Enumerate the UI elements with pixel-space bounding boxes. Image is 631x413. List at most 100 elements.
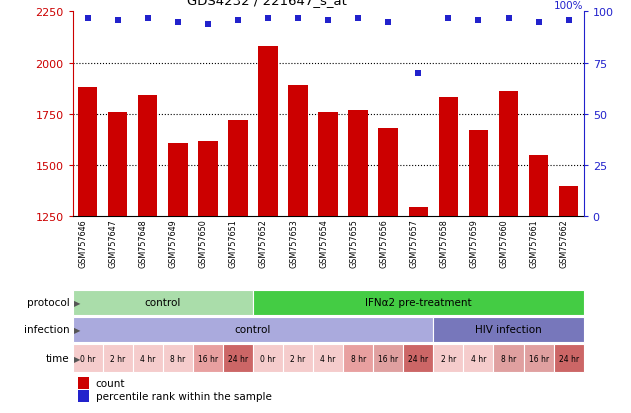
Bar	[529, 156, 548, 413]
Bar	[258, 47, 278, 413]
Point	[173, 19, 183, 26]
Text: 0 hr: 0 hr	[80, 354, 95, 363]
Text: GSM757649: GSM757649	[169, 219, 178, 268]
Bar	[343, 344, 373, 373]
Bar	[73, 344, 103, 373]
Bar	[73, 290, 253, 315]
Point	[473, 17, 483, 24]
Text: infection: infection	[24, 324, 69, 335]
Point	[383, 19, 393, 26]
Bar	[469, 131, 488, 413]
Text: ▶: ▶	[74, 298, 80, 307]
Point	[203, 21, 213, 28]
Text: 0 hr: 0 hr	[261, 354, 276, 363]
Bar	[223, 344, 253, 373]
Bar	[78, 88, 97, 413]
Bar	[373, 344, 403, 373]
Text: percentile rank within the sample: percentile rank within the sample	[95, 392, 271, 401]
Text: GSM757662: GSM757662	[560, 219, 569, 268]
Bar	[73, 317, 433, 342]
Bar	[253, 344, 283, 373]
Point	[83, 15, 93, 22]
Bar	[193, 344, 223, 373]
Text: HIV infection: HIV infection	[475, 324, 542, 335]
Text: IFNα2 pre-treatment: IFNα2 pre-treatment	[365, 297, 471, 308]
Point	[444, 15, 454, 22]
Text: GSM757657: GSM757657	[410, 219, 418, 268]
Text: 2 hr: 2 hr	[110, 354, 126, 363]
Point	[504, 15, 514, 22]
Point	[112, 17, 122, 24]
Text: GSM757660: GSM757660	[500, 219, 509, 268]
Text: GSM757651: GSM757651	[229, 219, 238, 268]
Text: ▶: ▶	[74, 354, 80, 363]
Bar	[313, 344, 343, 373]
Text: control: control	[144, 297, 181, 308]
Point	[263, 15, 273, 22]
Bar	[379, 129, 398, 413]
Text: 2 hr: 2 hr	[441, 354, 456, 363]
Bar	[283, 344, 313, 373]
Point	[143, 15, 153, 22]
Point	[353, 15, 363, 22]
Text: 4 hr: 4 hr	[321, 354, 336, 363]
Text: GSM757652: GSM757652	[259, 219, 268, 268]
Text: ▶: ▶	[74, 325, 80, 334]
Bar	[463, 344, 493, 373]
Text: GDS4232 / 221647_s_at: GDS4232 / 221647_s_at	[187, 0, 346, 7]
Text: GSM757647: GSM757647	[109, 219, 117, 268]
Text: time: time	[46, 353, 69, 363]
Text: GSM757661: GSM757661	[529, 219, 539, 268]
Text: 24 hr: 24 hr	[558, 354, 579, 363]
Text: GSM757658: GSM757658	[439, 219, 449, 268]
Text: 16 hr: 16 hr	[198, 354, 218, 363]
Text: GSM757655: GSM757655	[349, 219, 358, 268]
Point	[563, 17, 574, 24]
Bar	[163, 344, 193, 373]
Bar	[433, 317, 584, 342]
Text: protocol: protocol	[27, 297, 69, 308]
Text: 4 hr: 4 hr	[471, 354, 486, 363]
Text: 24 hr: 24 hr	[408, 354, 428, 363]
Bar	[433, 344, 463, 373]
Point	[534, 19, 544, 26]
Text: GSM757654: GSM757654	[319, 219, 328, 268]
Bar	[288, 86, 308, 413]
Bar	[498, 92, 518, 413]
Text: control: control	[235, 324, 271, 335]
Text: GSM757646: GSM757646	[79, 219, 88, 268]
Text: 8 hr: 8 hr	[351, 354, 366, 363]
Bar	[524, 344, 553, 373]
Text: 16 hr: 16 hr	[378, 354, 398, 363]
Text: GSM757653: GSM757653	[289, 219, 298, 268]
Text: GSM757648: GSM757648	[139, 219, 148, 268]
Point	[233, 17, 243, 24]
Bar	[319, 113, 338, 413]
Text: GSM757650: GSM757650	[199, 219, 208, 268]
Bar	[559, 186, 579, 413]
Bar	[228, 121, 248, 413]
Point	[293, 15, 303, 22]
Bar	[138, 96, 158, 413]
Text: 100%: 100%	[554, 1, 584, 12]
Text: 8 hr: 8 hr	[501, 354, 516, 363]
Text: 8 hr: 8 hr	[170, 354, 186, 363]
Bar	[133, 344, 163, 373]
Bar	[403, 344, 433, 373]
Bar	[168, 143, 187, 413]
Text: GSM757656: GSM757656	[379, 219, 388, 268]
Bar	[408, 208, 428, 413]
Text: 24 hr: 24 hr	[228, 354, 248, 363]
Bar	[493, 344, 524, 373]
Point	[323, 17, 333, 24]
Text: count: count	[95, 378, 125, 388]
Text: 2 hr: 2 hr	[290, 354, 305, 363]
Bar	[198, 141, 218, 413]
Bar	[108, 113, 127, 413]
Point	[413, 70, 423, 77]
Bar	[78, 391, 89, 402]
Bar	[439, 98, 458, 413]
Text: 16 hr: 16 hr	[529, 354, 548, 363]
Text: 4 hr: 4 hr	[140, 354, 155, 363]
Text: GSM757659: GSM757659	[469, 219, 478, 268]
